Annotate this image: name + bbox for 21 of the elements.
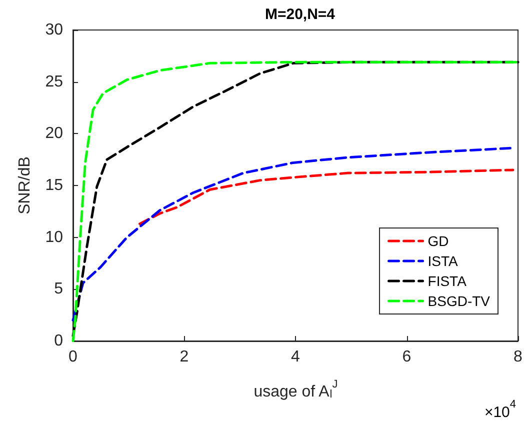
y-tick-label: 30 [45,22,64,38]
x-tick-label: 6 [402,348,412,366]
y-tick-label: 20 [45,125,64,142]
y-tick-label: 0 [54,332,64,350]
chart-title: M=20,N=4 [264,6,336,23]
legend-label: ISTA [428,253,459,269]
line-series [72,146,512,322]
line-series [138,168,514,226]
x-tick-label: 2 [180,348,189,366]
y-tick-label: 25 [45,73,64,90]
y-tick-label: 15 [45,177,64,194]
y-tick-label: 10 [45,228,64,246]
x-tick-label: 8 [514,348,523,366]
legend-label: FISTA [428,273,468,289]
x-axis-title: usage of AlJ [254,378,338,400]
x-tick-label: 0 [68,348,78,366]
legend-label: GD [428,233,449,249]
x-tick-label: 4 [291,348,300,366]
y-tick-label: 5 [54,280,64,298]
y-axis-title: SNR/dB [16,156,34,214]
legend-label: BSGD-TV [428,293,491,309]
